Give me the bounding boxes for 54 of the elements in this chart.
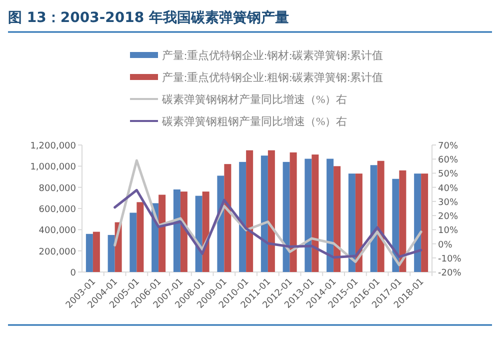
bar xyxy=(392,178,400,272)
y2-tick-label: -10% xyxy=(438,254,462,264)
bar xyxy=(421,174,428,272)
bar xyxy=(130,212,137,272)
bar xyxy=(326,158,334,272)
y2-tick-label: 0% xyxy=(438,240,453,250)
legend-label: 产量:重点优特钢企业:钢材:碳素弹簧钢:累计值 xyxy=(162,49,384,62)
bar xyxy=(334,166,341,272)
bar xyxy=(290,152,297,272)
bar xyxy=(304,158,312,272)
y2-tick-label: 20% xyxy=(438,212,458,222)
bar xyxy=(260,156,268,272)
bar xyxy=(399,170,406,272)
bar xyxy=(86,234,93,272)
y-tick-label: 1,000,000 xyxy=(30,162,76,173)
y2-tick-label: 60% xyxy=(438,156,458,166)
bar xyxy=(348,174,356,272)
y-tick-label: 200,000 xyxy=(38,247,76,258)
bar xyxy=(239,162,246,272)
legend-label: 碳素弹簧钢钢材产量同比增速（%）右 xyxy=(161,93,348,106)
bar xyxy=(173,189,180,272)
y2-tick-label: 40% xyxy=(438,184,458,194)
y-tick-label: 0 xyxy=(70,268,76,278)
legend-label: 碳素弹簧钢粗钢产量同比增速（%）右 xyxy=(161,115,348,128)
legend-item: 产量:重点优特钢企业:粗钢:碳素弹簧钢:累计值 xyxy=(130,72,384,84)
line-series xyxy=(114,188,422,259)
chart-title: 图 13：2003-2018 年我国碳素弹簧钢产量 xyxy=(8,9,289,26)
y-tick-label: 400,000 xyxy=(38,226,76,236)
bar xyxy=(268,150,275,272)
bar xyxy=(92,232,100,272)
bar xyxy=(355,174,362,272)
y2-tick-label: -20% xyxy=(438,268,462,278)
legend-item: 碳素弹簧钢钢材产量同比增速（%）右 xyxy=(130,94,348,106)
bar xyxy=(377,160,384,272)
y-tick-label: 800,000 xyxy=(38,184,76,194)
y2-tick-label: 10% xyxy=(438,226,458,236)
bar xyxy=(180,192,188,272)
y2-tick-label: 30% xyxy=(438,198,458,208)
bar xyxy=(312,154,319,272)
y-tick-label: 1,200,000 xyxy=(30,142,76,152)
bar xyxy=(136,202,144,272)
y2-tick-label: 70% xyxy=(438,142,458,152)
bar xyxy=(414,174,422,272)
bar xyxy=(246,150,254,272)
y2-tick-label: 50% xyxy=(438,170,458,180)
legend-item: 碳素弹簧钢粗钢产量同比增速（%）右 xyxy=(130,116,348,128)
bar xyxy=(282,162,290,272)
bar xyxy=(370,165,378,272)
legend-label: 产量:重点优特钢企业:粗钢:碳素弹簧钢:累计值 xyxy=(162,71,384,84)
bar xyxy=(158,194,166,272)
bar xyxy=(108,234,115,272)
legend-item: 产量:重点优特钢企业:钢材:碳素弹簧钢:累计值 xyxy=(130,50,384,62)
bar xyxy=(224,164,232,272)
y-tick-label: 600,000 xyxy=(38,205,76,215)
